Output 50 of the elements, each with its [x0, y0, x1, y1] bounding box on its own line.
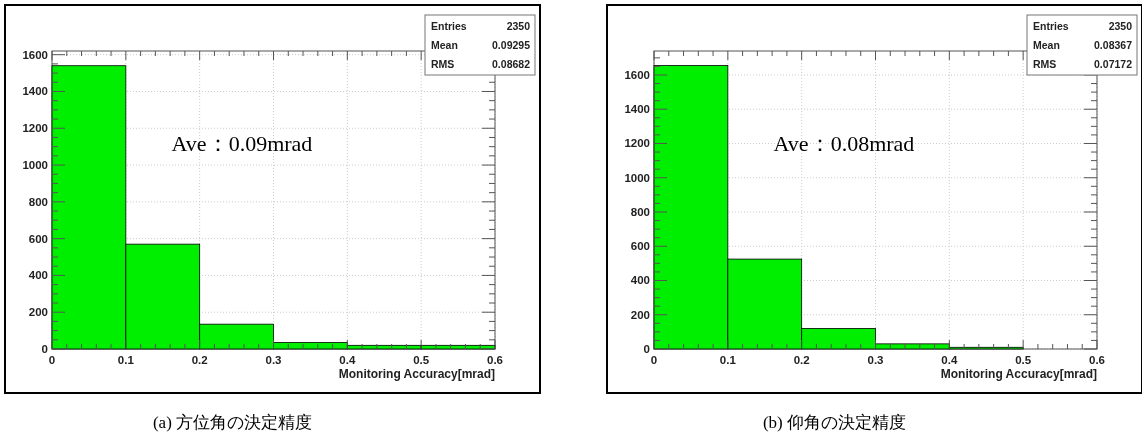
text: Entries: [1033, 20, 1069, 32]
y-tick-label: 1200: [22, 122, 48, 135]
x-tick-label: 0: [650, 354, 658, 366]
text: 0.08367: [1094, 39, 1133, 51]
text: 2350: [1108, 20, 1133, 32]
x-tick-label: 0: [48, 354, 56, 366]
x-tick-label: 0.3: [265, 354, 282, 366]
x-axis-title: Monitoring Accuracy[mrad]: [338, 367, 495, 381]
x-tick-label: 0.3: [867, 354, 884, 366]
y-tick-label: 400: [630, 274, 650, 287]
y-tick-label: 1000: [624, 171, 650, 184]
text: Entries: [431, 20, 467, 32]
text: (b) 仰角の決定精度: [762, 413, 907, 432]
x-tick-label: 0.5: [1015, 354, 1032, 366]
y-tick-label: 600: [28, 232, 48, 245]
x-tick-label: 0.6: [1089, 354, 1105, 366]
x-tick-label: 0.2: [793, 354, 810, 366]
y-tick-label: 1200: [624, 137, 650, 150]
y-tick-label: 200: [28, 306, 48, 319]
y-tick-label: 800: [630, 205, 650, 218]
x-tick-label: 0.4: [339, 354, 356, 366]
x-tick-label: 0.4: [941, 354, 958, 366]
y-tick-label: 600: [630, 240, 650, 253]
y-tick-label: 1400: [22, 85, 48, 98]
annotation: 0.08682: [492, 58, 531, 70]
annotation: Ave：0.09mrad: [171, 131, 313, 156]
y-tick-label: 1400: [624, 103, 650, 116]
y-tick-label: 1600: [624, 68, 650, 81]
y-tick-label: 400: [28, 269, 48, 282]
x-tick-label: 0.1: [117, 354, 135, 366]
y-tick-label: 0: [41, 343, 48, 355]
text: 2350: [506, 20, 531, 32]
y-tick-label: 1600: [22, 48, 48, 61]
x-tick-label: 0.6: [487, 354, 503, 366]
text: 0.09295: [492, 39, 531, 51]
text: Mean: [1033, 39, 1060, 51]
x-tick-label: 0.1: [719, 354, 737, 366]
y-tick-label: 1000: [22, 159, 48, 172]
annotation: RMS: [1033, 58, 1057, 70]
annotation: Ave：0.08mrad: [773, 131, 915, 156]
x-axis-title: Monitoring Accuracy[mrad]: [940, 367, 1097, 381]
annotation: RMS: [431, 58, 455, 70]
text: Mean: [431, 39, 458, 51]
annotation: 0.07172: [1094, 58, 1133, 70]
y-tick-label: 200: [630, 308, 650, 321]
y-tick-label: 0: [643, 343, 650, 355]
y-tick-label: 800: [28, 195, 48, 208]
x-tick-label: 0.5: [413, 354, 430, 366]
text: (a) 方位角の決定精度: [152, 413, 313, 432]
x-tick-label: 0.2: [191, 354, 208, 366]
